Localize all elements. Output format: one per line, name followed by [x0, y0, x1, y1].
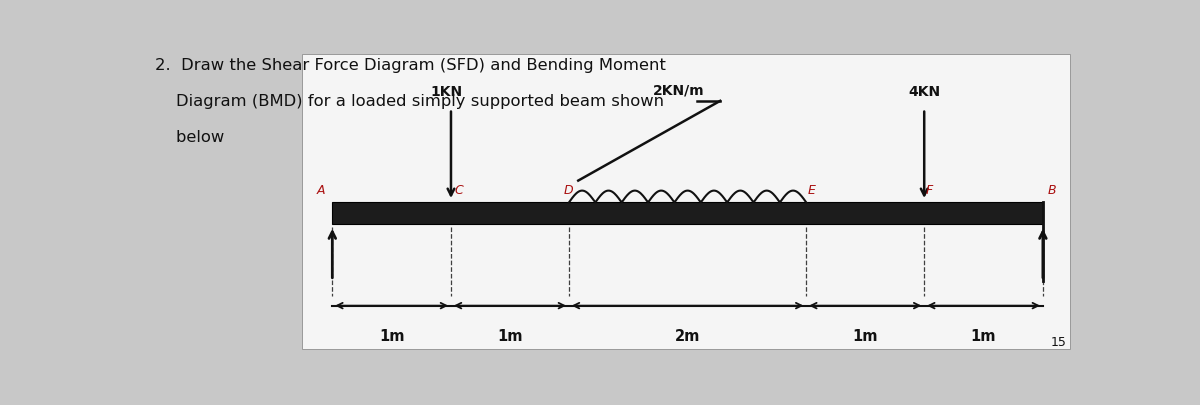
Text: C: C [454, 184, 463, 197]
FancyBboxPatch shape [301, 55, 1069, 350]
Text: 4KN: 4KN [908, 85, 941, 98]
Text: 15: 15 [1050, 335, 1066, 348]
Text: 1m: 1m [497, 328, 523, 343]
Text: 2.  Draw the Shear Force Diagram (SFD) and Bending Moment: 2. Draw the Shear Force Diagram (SFD) an… [155, 58, 666, 73]
FancyBboxPatch shape [332, 203, 1043, 225]
Text: 1KN: 1KN [431, 85, 462, 98]
Text: 1m: 1m [971, 328, 996, 343]
Text: D: D [564, 184, 574, 197]
Text: B: B [1048, 184, 1056, 197]
Text: 1m: 1m [379, 328, 404, 343]
Text: E: E [808, 184, 816, 197]
Text: 2KN/m: 2KN/m [653, 83, 704, 97]
Text: Diagram (BMD) for a loaded simply supported beam shown: Diagram (BMD) for a loaded simply suppor… [155, 94, 664, 109]
Text: below: below [155, 130, 224, 145]
Text: 1m: 1m [852, 328, 878, 343]
Text: F: F [925, 184, 932, 197]
Text: 2m: 2m [674, 328, 701, 343]
Text: A: A [317, 184, 325, 197]
